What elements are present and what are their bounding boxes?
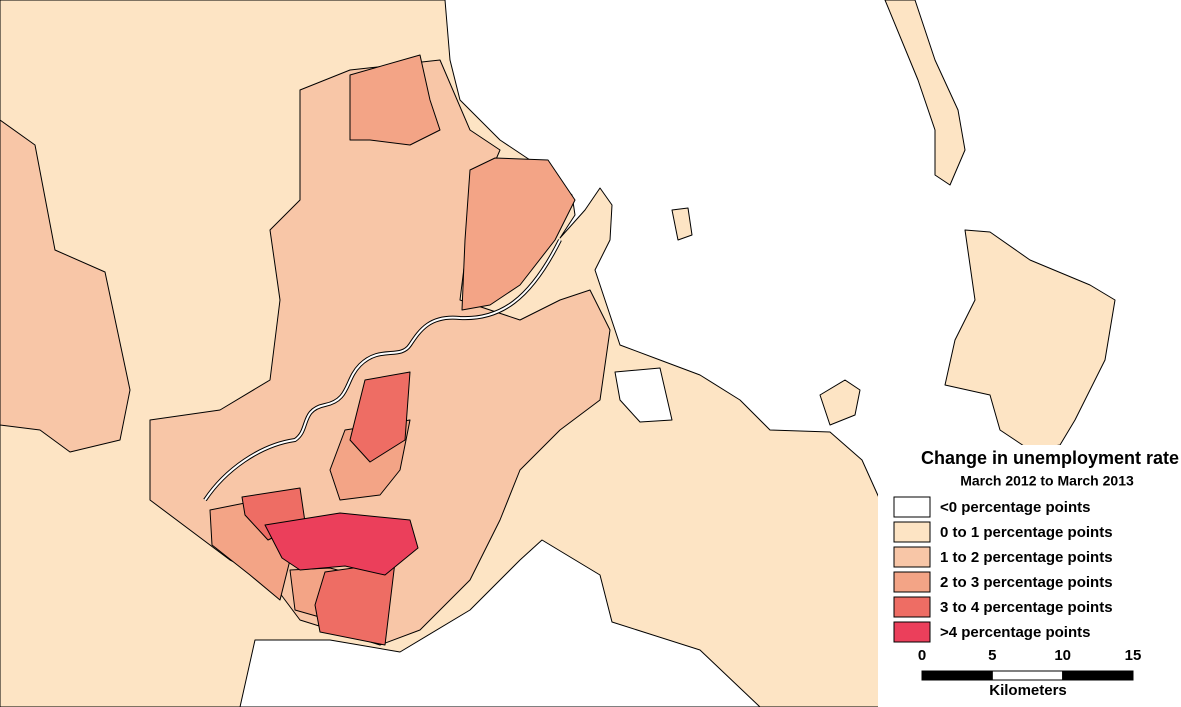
island-small xyxy=(819,379,861,426)
legend-swatch xyxy=(893,521,931,543)
scale-tick-label: 5 xyxy=(988,647,996,664)
legend-title: Change in unemployment rate xyxy=(921,448,1179,468)
north-east xyxy=(461,157,576,311)
legend-label: >4 percentage points xyxy=(940,624,1090,641)
scale-unit: Kilometers xyxy=(989,682,1067,699)
legend-swatch xyxy=(893,571,931,593)
legend-swatch xyxy=(893,496,931,518)
scale-bar: 0 5 10 15 xyxy=(918,647,1142,681)
river xyxy=(204,239,561,501)
legend-subtitle: March 2012 to March 2013 xyxy=(960,473,1134,489)
island-tiny xyxy=(671,207,693,241)
legend-items: <0 percentage points 0 to 1 percentage po… xyxy=(893,496,1113,643)
scale-segment xyxy=(1062,670,1134,681)
south-white xyxy=(239,539,761,707)
south-hotspot xyxy=(264,512,419,576)
west-region xyxy=(0,119,131,453)
scale-tick-label: 15 xyxy=(1125,647,1142,664)
scale-tick-label: 10 xyxy=(1054,647,1071,664)
legend-label: 3 to 4 percentage points xyxy=(940,599,1113,616)
east-white xyxy=(614,367,673,423)
scale-segment xyxy=(921,670,993,681)
legend-label: 2 to 3 percentage points xyxy=(940,574,1113,591)
scale-tick-label: 0 xyxy=(918,647,926,664)
legend-swatch xyxy=(893,596,931,618)
legend-swatch xyxy=(893,621,931,643)
legend-label: 0 to 1 percentage points xyxy=(940,524,1113,541)
north xyxy=(349,54,441,146)
centre-2 xyxy=(349,371,411,463)
legend-label: <0 percentage points xyxy=(940,499,1090,516)
legend-swatch xyxy=(893,546,931,568)
legend-label: 1 to 2 percentage points xyxy=(940,549,1113,566)
island-north xyxy=(884,0,966,186)
scale-segment xyxy=(991,670,1064,681)
